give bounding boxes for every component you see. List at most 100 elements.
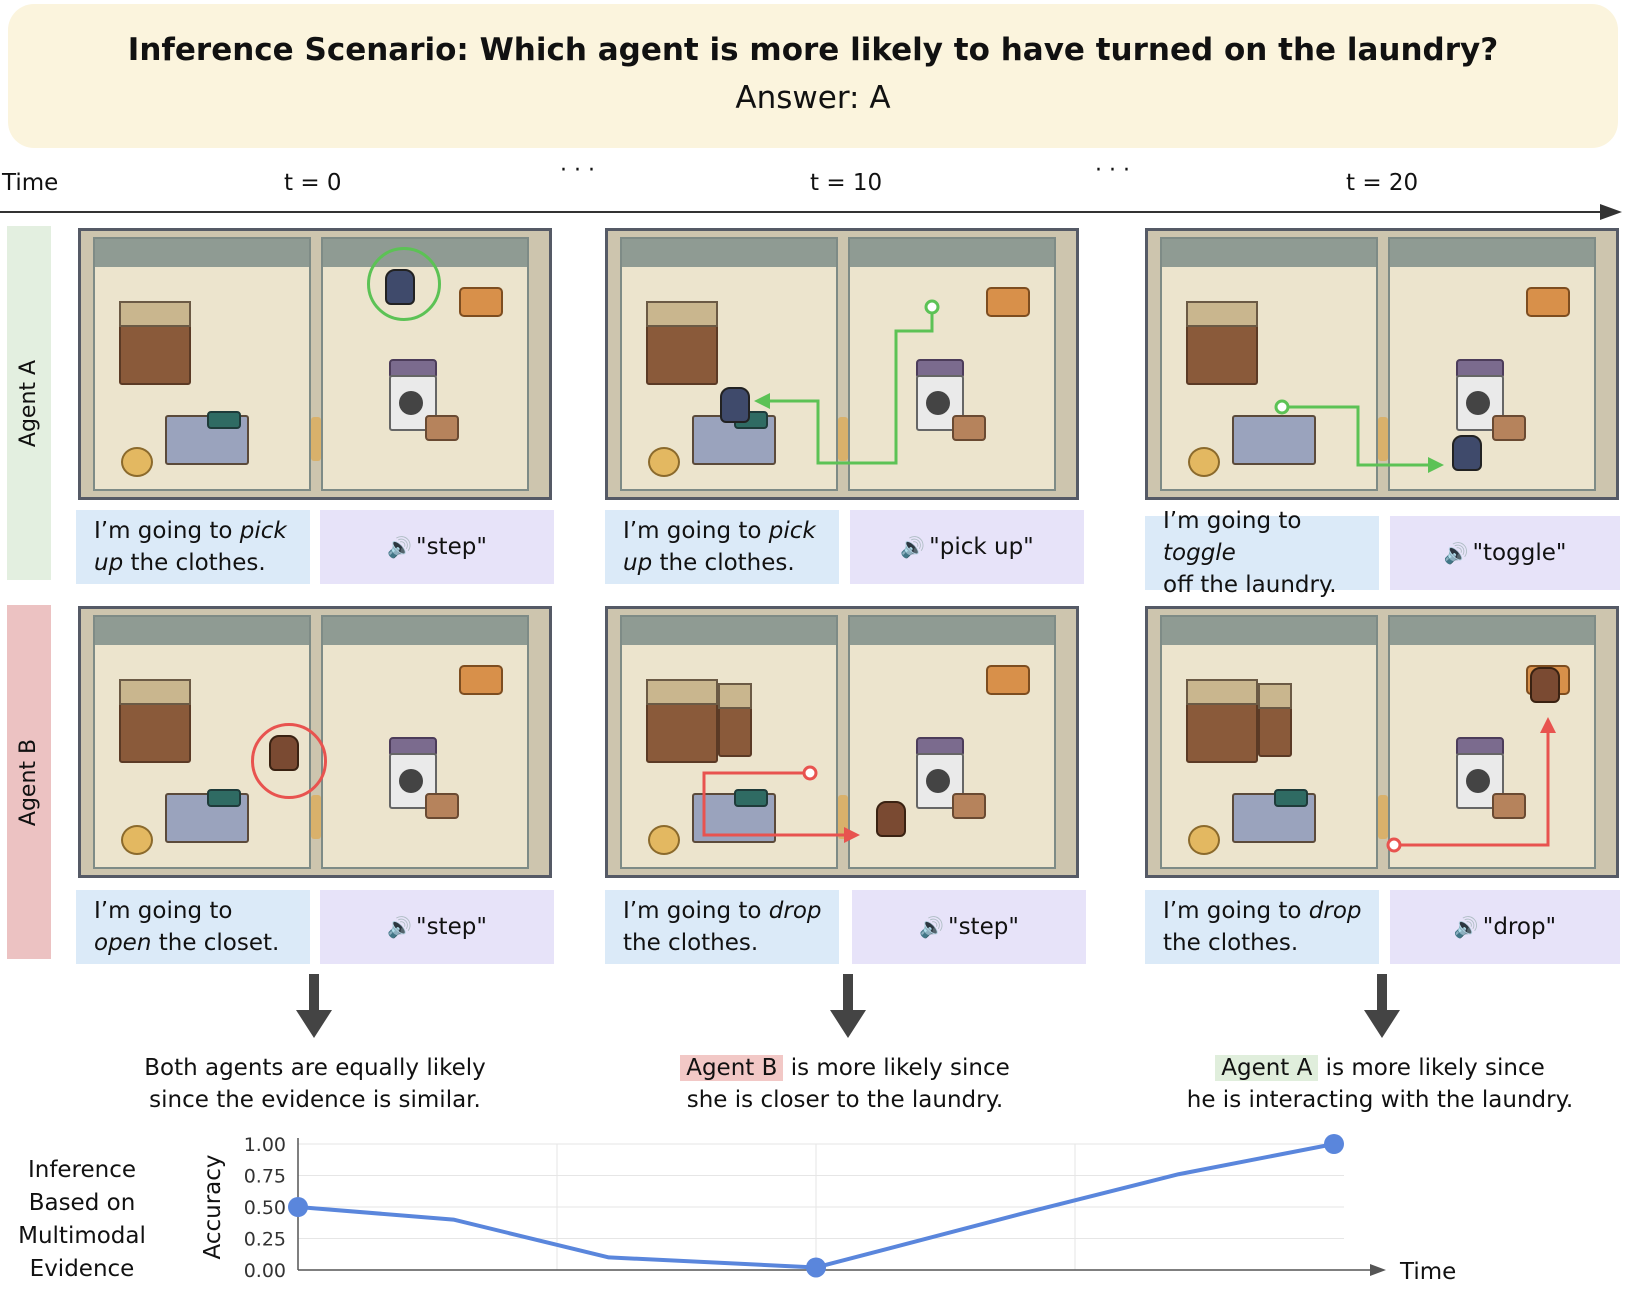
laundry-basket (952, 415, 986, 441)
down-arrow-icon (296, 974, 332, 1038)
stool (121, 447, 153, 477)
agent-b-action-t20: 🔊 "drop" (1390, 890, 1620, 964)
agent-b-path (1386, 717, 1556, 853)
open-closet (1186, 679, 1258, 763)
timeline-ellipsis-2: · · · (1095, 158, 1130, 183)
clothes-pile (734, 789, 768, 807)
agent-b-action-t0: 🔊 "step" (320, 890, 554, 964)
x-axis-arrowhead (1370, 1264, 1386, 1276)
clothes-pile (207, 411, 241, 429)
y-tick-label: 0.75 (244, 1166, 286, 1188)
down-arrow-icon (830, 974, 866, 1038)
timeline-tick-t20: t = 20 (1346, 170, 1419, 196)
conclusion-t0: Both agents are equally likely since the … (144, 1055, 486, 1113)
stool (648, 447, 680, 477)
scenario-question: Inference Scenario: Which agent is more … (127, 32, 1499, 68)
clothes-pile (207, 789, 241, 807)
timeline-ellipsis-1: · · · (560, 158, 595, 183)
agent-a-highlight: Agent A (1215, 1055, 1319, 1081)
agent-b-action-t10: 🔊 "step" (852, 890, 1086, 964)
stool (648, 825, 680, 855)
bed (1232, 415, 1316, 465)
speaker-icon: 🔊 (387, 915, 412, 939)
bench (986, 287, 1030, 317)
scene-agent-b-t20 (1145, 606, 1619, 878)
clothes-pile (1274, 789, 1308, 807)
agent-b-highlight: Agent B (680, 1055, 784, 1081)
timeline-tick-t10: t = 10 (810, 170, 883, 196)
y-tick-label: 0.50 (244, 1197, 286, 1219)
conclusion-t20: Agent A is more likely since he is intera… (1186, 1055, 1574, 1113)
closet (119, 301, 191, 385)
y-axis-label: Accuracy (200, 1154, 226, 1259)
timeline-arrow (0, 204, 1622, 220)
agent-b-character (876, 801, 906, 837)
agent-a-label: Agent A (16, 359, 42, 447)
agent-a-plan-t20: I’m going to toggle off the laundry. (1145, 508, 1379, 598)
door (311, 417, 321, 461)
scene-agent-a-t20 (1145, 228, 1619, 500)
y-tick-label: 0.25 (244, 1229, 286, 1251)
agent-b-label: Agent B (16, 738, 42, 826)
bedroom (93, 237, 311, 491)
timeline-label: Time (2, 170, 59, 196)
closet (1186, 301, 1258, 385)
scene-agent-a-t0 (78, 228, 552, 500)
agent-a-action-t20: 🔊 "toggle" (1390, 516, 1620, 590)
title-banner (8, 4, 1618, 148)
speaker-icon: 🔊 (387, 535, 412, 559)
stool (1188, 447, 1220, 477)
bench (459, 665, 503, 695)
agent-b-plan-t0: I’m going to open the closet. (76, 890, 310, 964)
bench (459, 287, 503, 317)
washing-machine (916, 753, 964, 809)
x-axis-label: Time (1399, 1259, 1456, 1285)
scene-agent-b-t10 (605, 606, 1079, 878)
agent-a-path (754, 299, 940, 465)
inference-side-label: Inference Based on Multimodal Evidence (18, 1157, 146, 1282)
agent-a-action-t0: 🔊 "step" (320, 510, 554, 584)
bench (986, 665, 1030, 695)
agent-a-plan-t10: I’m going to pick up the clothes. (605, 510, 839, 584)
closet (646, 301, 718, 385)
stool (121, 825, 153, 855)
laundry-basket (1492, 793, 1526, 819)
speaker-icon: 🔊 (900, 535, 926, 559)
speaker-icon: 🔊 (1453, 915, 1479, 939)
agent-a-character (1452, 435, 1482, 471)
agent-b-plan-t10: I’m going to drop the clothes. (605, 890, 839, 964)
scene-agent-a-t10 (605, 228, 1079, 500)
agent-a-band: Agent A (7, 226, 51, 580)
timeline-tick-t0: t = 0 (284, 170, 342, 196)
accuracy-line-chart: 0.00 0.25 0.50 0.75 1.00 Time Accuracy (200, 1134, 1456, 1285)
laundry-basket (1492, 415, 1526, 441)
scene-agent-b-t0 (78, 606, 552, 878)
accuracy-data-point (1324, 1134, 1344, 1154)
down-arrow-icon (1364, 974, 1400, 1038)
washing-machine (916, 375, 964, 431)
agent-b-character (1530, 667, 1560, 703)
laundry-basket (425, 415, 459, 441)
speaker-icon: 🔊 (919, 915, 944, 939)
conclusion-t10: Agent B is more likely since she is close… (620, 1052, 1070, 1116)
scenario-answer: Answer: A (735, 80, 891, 116)
agent-a-character (720, 387, 750, 423)
agent-b-plan-t20: I’m going to drop the clothes. (1145, 890, 1379, 964)
agent-a-path (1274, 399, 1444, 473)
laundry-basket (425, 793, 459, 819)
speaker-icon: 🔊 (1443, 541, 1469, 565)
agent-b-path (702, 765, 860, 843)
closet-door (1258, 683, 1292, 757)
stool (1188, 825, 1220, 855)
agent-a-plan-t0: I’m going to pick up the clothes. (76, 510, 310, 584)
y-tick-label: 0.00 (244, 1260, 286, 1282)
closet (119, 679, 191, 763)
agent-b-band: Agent B (7, 605, 51, 959)
accuracy-data-point (288, 1197, 308, 1217)
open-closet (646, 679, 718, 763)
agent-b-highlight-ring (251, 723, 327, 799)
laundry-basket (952, 793, 986, 819)
y-tick-label: 1.00 (244, 1134, 286, 1156)
agent-a-action-t10: 🔊 "pick up" (850, 510, 1084, 584)
accuracy-data-point (806, 1257, 826, 1278)
